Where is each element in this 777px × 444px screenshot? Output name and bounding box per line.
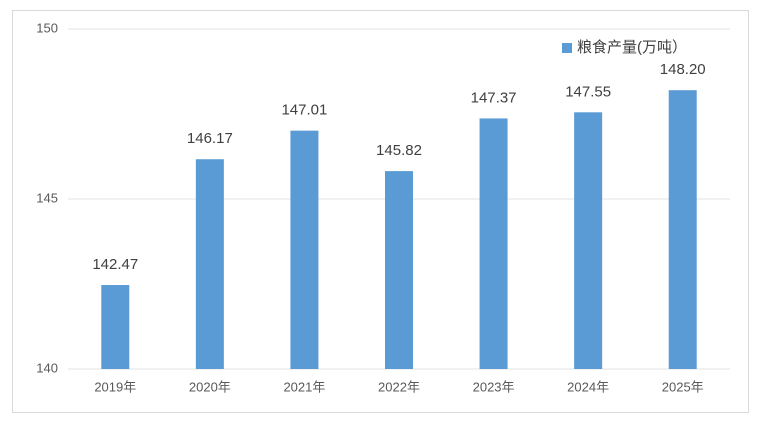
bar [101,285,130,369]
bar [574,112,603,370]
bar [479,118,508,369]
bar [290,130,319,369]
value-label: 142.47 [92,256,138,273]
x-tick-label: 2022年 [378,379,420,394]
value-label: 147.55 [565,83,611,100]
value-label: 145.82 [376,142,422,159]
x-tick-label: 2019年 [94,379,136,394]
bar [195,159,224,369]
value-label: 147.01 [281,102,327,119]
x-tick-label: 2023年 [473,379,515,394]
y-tick-label: 140 [36,360,58,375]
legend-label: 粮食产量(万吨） [577,39,687,56]
x-tick-label: 2025年 [662,379,704,394]
x-tick-label: 2024年 [567,379,609,394]
value-label: 147.37 [471,89,517,106]
bar [385,171,413,369]
value-label: 148.20 [660,61,706,78]
x-tick-label: 2020年 [189,379,231,394]
legend-swatch [562,43,572,53]
bar [668,90,697,369]
chart-frame [12,10,749,413]
y-tick-label: 145 [36,190,58,205]
value-label: 146.17 [187,130,233,147]
y-tick-label: 150 [36,20,58,35]
x-tick-label: 2021年 [283,379,325,394]
